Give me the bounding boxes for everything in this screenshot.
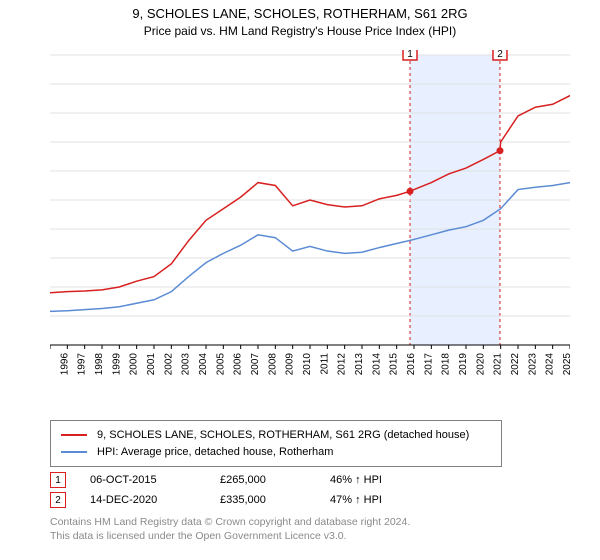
sale-price: £335,000: [220, 494, 330, 506]
svg-text:1997: 1997: [77, 353, 88, 376]
svg-text:2002: 2002: [163, 353, 174, 376]
svg-text:2003: 2003: [181, 353, 192, 376]
svg-text:2023: 2023: [527, 353, 538, 376]
legend: 9, SCHOLES LANE, SCHOLES, ROTHERHAM, S61…: [50, 420, 502, 467]
legend-label: 9, SCHOLES LANE, SCHOLES, ROTHERHAM, S61…: [97, 427, 469, 444]
legend-swatch-hpi: [61, 451, 87, 453]
svg-text:2000: 2000: [129, 353, 140, 376]
svg-text:2012: 2012: [337, 353, 348, 376]
svg-text:1996: 1996: [59, 353, 70, 376]
footer-line: Contains HM Land Registry data © Crown c…: [50, 516, 410, 530]
svg-text:2016: 2016: [406, 353, 417, 376]
sale-pct: 47% ↑ HPI: [330, 494, 470, 506]
footer: Contains HM Land Registry data © Crown c…: [50, 516, 410, 543]
svg-text:1998: 1998: [94, 353, 105, 376]
svg-text:2021: 2021: [493, 353, 504, 376]
sale-pct: 46% ↑ HPI: [330, 474, 470, 486]
svg-text:2006: 2006: [233, 353, 244, 376]
svg-text:2013: 2013: [354, 353, 365, 376]
chart-title: 9, SCHOLES LANE, SCHOLES, ROTHERHAM, S61…: [0, 6, 600, 22]
svg-text:2011: 2011: [319, 353, 330, 375]
svg-text:2005: 2005: [215, 353, 226, 376]
svg-text:2009: 2009: [285, 353, 296, 376]
svg-text:1999: 1999: [111, 353, 122, 376]
legend-swatch-property: [61, 434, 87, 436]
table-row: 1 06-OCT-2015 £265,000 46% ↑ HPI: [50, 470, 470, 490]
sale-date: 14-DEC-2020: [90, 494, 220, 506]
sale-marker-icon: 1: [50, 472, 66, 488]
footer-line: This data is licensed under the Open Gov…: [50, 530, 410, 544]
svg-text:2018: 2018: [441, 353, 452, 376]
svg-text:2017: 2017: [423, 353, 434, 376]
svg-text:2008: 2008: [267, 353, 278, 376]
line-chart: £0£50K£100K£150K£200K£250K£300K£350K£400…: [50, 50, 570, 390]
svg-text:2020: 2020: [475, 353, 486, 376]
svg-text:2: 2: [497, 50, 503, 60]
svg-text:1995: 1995: [50, 353, 53, 376]
chart-container: 9, SCHOLES LANE, SCHOLES, ROTHERHAM, S61…: [0, 0, 600, 560]
legend-item-hpi: HPI: Average price, detached house, Roth…: [61, 444, 491, 461]
svg-text:2007: 2007: [250, 353, 261, 376]
sale-marker-icon: 2: [50, 492, 66, 508]
svg-text:2015: 2015: [389, 353, 400, 376]
svg-text:2025: 2025: [562, 353, 570, 376]
legend-label: HPI: Average price, detached house, Roth…: [97, 444, 333, 461]
svg-text:2010: 2010: [302, 353, 313, 376]
svg-text:2022: 2022: [510, 353, 521, 376]
table-row: 2 14-DEC-2020 £335,000 47% ↑ HPI: [50, 490, 470, 510]
sale-date: 06-OCT-2015: [90, 474, 220, 486]
svg-text:2024: 2024: [545, 353, 556, 376]
title-block: 9, SCHOLES LANE, SCHOLES, ROTHERHAM, S61…: [0, 0, 600, 39]
svg-text:2019: 2019: [458, 353, 469, 376]
sales-table: 1 06-OCT-2015 £265,000 46% ↑ HPI 2 14-DE…: [50, 470, 470, 510]
chart-subtitle: Price paid vs. HM Land Registry's House …: [0, 24, 600, 39]
svg-text:2004: 2004: [198, 353, 209, 376]
svg-text:2014: 2014: [371, 353, 382, 376]
sale-price: £265,000: [220, 474, 330, 486]
svg-text:2001: 2001: [146, 353, 157, 376]
svg-text:1: 1: [407, 50, 413, 60]
legend-item-property: 9, SCHOLES LANE, SCHOLES, ROTHERHAM, S61…: [61, 427, 491, 444]
